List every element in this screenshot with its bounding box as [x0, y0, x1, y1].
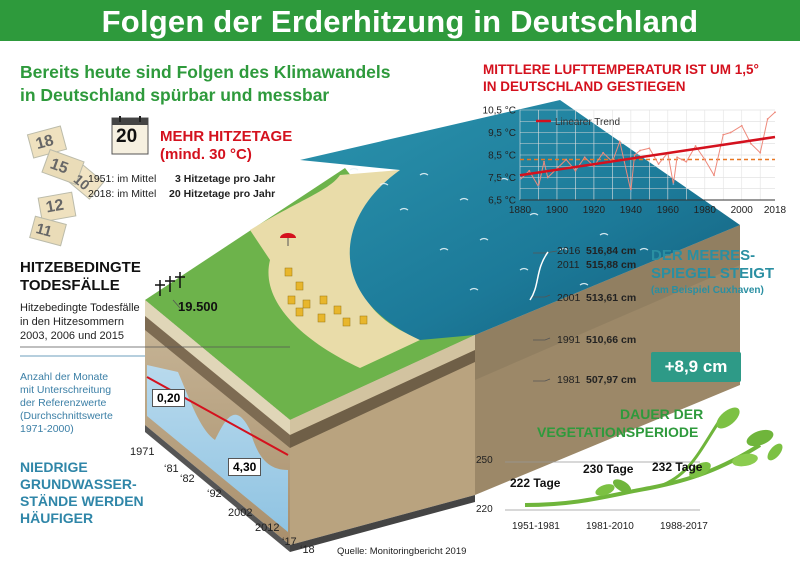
page-title: Folgen der Erderhitzung in Deutschland [101, 4, 699, 39]
sea-level-value: 515,88 cm [586, 259, 637, 271]
cross-icons [155, 272, 185, 296]
umbrella-icon [280, 233, 296, 238]
grundwasser-year: ‘18 [300, 544, 315, 556]
grundwasser-note-5: 1971-2000) [20, 423, 74, 435]
grundwasser-year: ‘92 [207, 488, 222, 500]
subtitle-line-2: in Deutschland spürbar und messbar [20, 85, 330, 105]
grundwasser-heading-1: NIEDRIGE [20, 459, 88, 475]
sea-level-guides [533, 250, 558, 382]
todesfaelle-text-1: Hitzebedingte Todesfälle [20, 302, 140, 314]
todesfaelle-heading-1: HITZEBEDINGTE [20, 259, 141, 276]
calendar-page-number: 20 [116, 126, 138, 147]
todesfaelle-text-3: 2003, 2006 und 2015 [20, 330, 124, 342]
sea-level-year: 2016 [557, 245, 581, 257]
beach [250, 170, 420, 368]
sea-level-heading-2: SPIEGEL STEIGT [651, 265, 775, 282]
vegetation-axis-250: 250 [476, 455, 493, 466]
title-banner: Folgen der Erderhitzung in Deutschland [0, 0, 800, 44]
grundwasser-heading-4: HÄUFIGER [20, 510, 94, 526]
grundwasser-heading-3: STÄNDE WERDEN [20, 493, 144, 509]
temperature-heading-2: IN DEUTSCHLAND GESTIEGEN [483, 79, 686, 94]
todesfaelle-text-2: in den Hitzesommern [20, 316, 124, 328]
hitzetage-heading: MEHR HITZETAGE [160, 128, 293, 145]
grundwasser-note-4: (Durchschnittswerte [20, 410, 113, 422]
sea-level-delta: +8,9 cm [651, 352, 741, 382]
sea-level-year: 1981 [557, 374, 581, 386]
grundwasser-year: 1971 [130, 446, 155, 458]
vegetation-period: 1951-1981 [512, 521, 560, 532]
sea-level-value: 510,66 cm [586, 334, 637, 346]
hitzetage-2018-value: 20 Hitzetage pro Jahr [169, 188, 276, 200]
vegetation-value: 230 Tage [583, 462, 634, 476]
calendar-icon [26, 116, 149, 247]
subtitle-line-1: Bereits heute sind Folgen des Klimawande… [20, 62, 391, 82]
calendar-number: 12 [44, 196, 66, 217]
source-note: Quelle: Monitoringbericht 2019 [337, 546, 467, 557]
grundwasser-note-2: mit Unterschreitung [20, 384, 112, 396]
grundwasser-note-1: Anzahl der Monate [20, 371, 109, 383]
hitzetage-1951-value: 3 Hitzetage pro Jahr [175, 173, 276, 185]
todesfaelle-heading-2: TODESFÄLLE [20, 277, 120, 294]
sea-level-year: 2001 [557, 292, 581, 304]
grundwasser-year: ‘82 [180, 473, 195, 485]
grundwasser-year: 2012 [255, 522, 280, 534]
hitzetage-1951-label: 1951: im Mittel [88, 173, 157, 185]
sea-level-heading-1: DER MEERES- [651, 247, 756, 264]
grundwasser-low-value: 0,20 [152, 389, 186, 407]
sea-level-value: 513,61 cm [586, 292, 637, 304]
vegetation-period: 1988-2017 [660, 521, 708, 532]
vegetation-value: 222 Tage [510, 476, 561, 490]
wave-marks [349, 167, 649, 291]
grundwasser-note-3: der Referenzwerte [20, 397, 107, 409]
sea-level-year: 2011 [557, 259, 580, 271]
grundwasser-year: ‘81 [164, 463, 179, 475]
sea-level-value: 507,97 cm [586, 374, 637, 386]
sea-level-year: 1991 [557, 334, 581, 346]
vegetation-heading-1: DAUER DER [620, 406, 704, 422]
hitzetage-subheading: (mind. 30 °C) [160, 146, 252, 163]
vegetation-plant [505, 407, 783, 511]
front-face [290, 335, 475, 545]
grundwasser-year: 2002 [228, 507, 253, 519]
temperature-heading-1: MITTLERE LUFTTEMPERATUR IST UM 1,5° [483, 62, 759, 77]
sea-level-sub: (am Beispiel Cuxhaven) [651, 285, 764, 296]
vegetation-heading-2: VEGETATIONSPERIODE [537, 424, 699, 440]
todesfaelle-value: 19.500 [178, 299, 218, 314]
vegetation-value: 232 Tage [652, 460, 703, 474]
grundwasser-heading-2: GRUNDWASSER- [20, 476, 137, 492]
grundwasser-high-value: 4,30 [228, 458, 262, 476]
beach-chair-icons [284, 267, 368, 327]
vegetation-axis-220: 220 [476, 504, 493, 515]
grundwasser-year: ‘17 [282, 536, 297, 548]
sea-level-value: 516,84 cm [586, 245, 637, 257]
hitzetage-2018-label: 2018: im Mittel [88, 188, 157, 200]
vegetation-period: 1981-2010 [586, 521, 634, 532]
